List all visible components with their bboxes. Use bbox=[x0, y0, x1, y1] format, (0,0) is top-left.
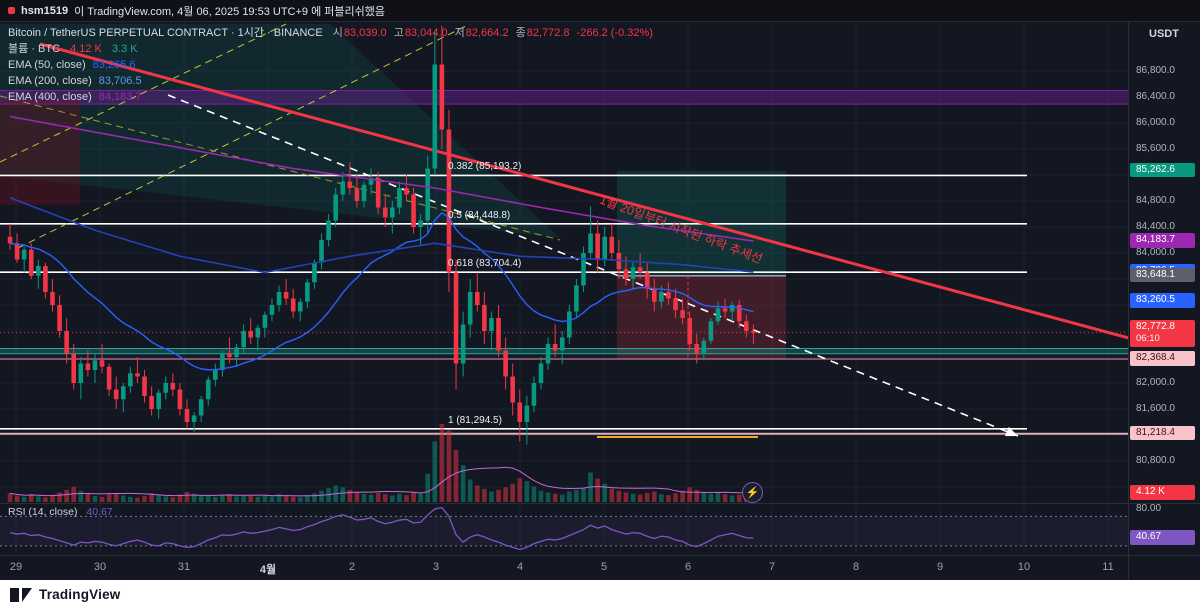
chart-legend: Bitcoin / TetherUS PERPETUAL CONTRACT · … bbox=[8, 26, 653, 106]
tradingview-logo-icon[interactable] bbox=[10, 587, 32, 602]
rsi-legend-row[interactable]: RSI (14, close) 40.67 bbox=[8, 506, 113, 518]
time-axis-label: 8 bbox=[852, 561, 860, 573]
ohlc-label: 종 bbox=[515, 27, 526, 39]
time-axis-label: 29 bbox=[9, 561, 23, 573]
price-tick: 80,800.0 bbox=[1136, 455, 1175, 466]
record-dot-icon bbox=[8, 7, 15, 14]
ohlc-value: 83,044.0 bbox=[404, 27, 448, 39]
ohlc-value: 82,772.8 bbox=[526, 27, 570, 39]
support-price-tag: 81,218.4 bbox=[1130, 425, 1195, 441]
quick-trade-button[interactable]: ⚡ bbox=[742, 482, 763, 503]
fib-level-label: 1 (81,294.5) bbox=[448, 414, 502, 426]
indicator-legend-rows: EMA (50, close) 83,265.6 EMA (200, close) 8… bbox=[8, 58, 653, 105]
price-change: -266.2 (-0.32%) bbox=[576, 27, 653, 39]
symbol-legend-row[interactable]: Bitcoin / TetherUS PERPETUAL CONTRACT · … bbox=[8, 26, 653, 41]
price-tick: 86,400.0 bbox=[1136, 91, 1175, 102]
time-axis-label: 3 bbox=[432, 561, 440, 573]
price-tick: 86,800.0 bbox=[1136, 65, 1175, 76]
publish-info-bar: hsm1519 이 TradingView.com, 4월 06, 2025 1… bbox=[0, 0, 1200, 22]
lightning-icon: ⚡ bbox=[745, 487, 760, 499]
time-axis-label: 5 bbox=[600, 561, 608, 573]
time-axis[interactable]: 29 30 31 4월 2 3 4 5 6 7 8 9 10 11 bbox=[0, 556, 1128, 580]
time-axis-label: 2 bbox=[348, 561, 356, 573]
ohlc-label: 저 bbox=[454, 27, 465, 39]
symbol-title: Bitcoin / TetherUS PERPETUAL CONTRACT · … bbox=[8, 27, 323, 39]
indicator-legend-row[interactable]: EMA (400, close) 84,183.7 bbox=[8, 90, 653, 105]
ohlc-label: 고 bbox=[393, 27, 404, 39]
currency-toggle[interactable]: USDT bbox=[1149, 28, 1179, 40]
price-tick: 82,000.0 bbox=[1136, 377, 1175, 388]
price-tick: 84,800.0 bbox=[1136, 195, 1175, 206]
time-axis-label: 7 bbox=[768, 561, 776, 573]
target-price-tag: 85,262.6 bbox=[1130, 162, 1195, 178]
time-axis-label: 30 bbox=[93, 561, 107, 573]
volume-legend-row[interactable]: 볼륨 · BTC 4.12 K 3.3 K bbox=[8, 42, 653, 57]
ohlc-label: 시 bbox=[332, 27, 343, 39]
time-axis-label: 10 bbox=[1017, 561, 1031, 573]
ohlc-values: 시83,039.0 고83,044.0 저82,664.2 종82,772.8 -266… bbox=[326, 27, 653, 39]
time-axis-label: 4 bbox=[516, 561, 524, 573]
time-axis-border bbox=[0, 555, 1200, 556]
indicator-label: EMA (400, close) bbox=[8, 91, 92, 103]
volume-ma-value: 3.3 K bbox=[111, 43, 138, 55]
indicator-value: 83,265.6 bbox=[92, 59, 136, 71]
publisher-username[interactable]: hsm1519 bbox=[21, 4, 69, 17]
publish-info-text: 이 TradingView.com, 4월 06, 2025 19:53 UTC… bbox=[74, 5, 385, 18]
rsi-value: 40.67 bbox=[86, 506, 113, 518]
ohlc-value: 83,039.0 bbox=[343, 27, 387, 39]
indicator-label: EMA (50, close) bbox=[8, 59, 86, 71]
ema400-price-tag: 84,183.7 bbox=[1130, 233, 1195, 248]
ema50-price-tag: 83,260.5 bbox=[1130, 293, 1195, 308]
price-tick: 80.00 bbox=[1136, 503, 1162, 514]
price-axis-border bbox=[1128, 22, 1129, 580]
price-tick: 84,000.0 bbox=[1136, 247, 1175, 258]
entry-price-tag: 83,648.1 bbox=[1130, 267, 1195, 283]
volume-value-tag: 4.12 K bbox=[1130, 485, 1195, 500]
time-axis-label: 31 bbox=[177, 561, 191, 573]
indicator-label: EMA (200, close) bbox=[8, 75, 92, 87]
time-axis-label: 11 bbox=[1102, 561, 1114, 573]
rsi-indicator-label: RSI (14, close) bbox=[8, 506, 78, 518]
fib-level-label: 0.382 (85,193.2) bbox=[448, 161, 522, 173]
price-tick: 84,400.0 bbox=[1136, 221, 1175, 232]
price-axis[interactable]: USDT 86,800.0 86,400.0 86,000.0 85,600.0 84,… bbox=[1128, 22, 1200, 580]
indicator-value: 83,706.5 bbox=[98, 75, 142, 87]
price-tick: 85,600.0 bbox=[1136, 143, 1175, 154]
price-tick: 81,600.0 bbox=[1136, 403, 1175, 414]
ohlc-value: 82,664.2 bbox=[465, 27, 509, 39]
indicator-value: 84,183.7 bbox=[98, 91, 142, 103]
time-axis-label: 4월 bbox=[259, 564, 277, 576]
bottom-brand-bar: TradingView bbox=[0, 580, 1200, 609]
time-axis-label: 6 bbox=[684, 561, 692, 573]
indicator-legend-row[interactable]: EMA (50, close) 83,265.6 bbox=[8, 58, 653, 73]
time-axis-label: 9 bbox=[936, 561, 944, 573]
price-tick: 86,000.0 bbox=[1136, 117, 1175, 128]
fib-level-label: 0.5 (84,448.8) bbox=[448, 209, 511, 221]
pane-divider[interactable] bbox=[0, 503, 1200, 504]
indicator-legend-row[interactable]: EMA (200, close) 83,706.5 bbox=[8, 74, 653, 89]
rsi-value-tag: 40.67 bbox=[1130, 530, 1195, 545]
volume-value: 4.12 K bbox=[70, 43, 102, 55]
fib-level-label: 0.618 (83,704.4) bbox=[448, 258, 522, 270]
last-price-tag: 82,772.8 06:10 bbox=[1130, 319, 1195, 347]
volume-indicator-label: 볼륨 · BTC bbox=[8, 43, 61, 55]
stop-price-tag: 82,368.4 bbox=[1130, 351, 1195, 366]
tradingview-wordmark[interactable]: TradingView bbox=[39, 587, 121, 602]
